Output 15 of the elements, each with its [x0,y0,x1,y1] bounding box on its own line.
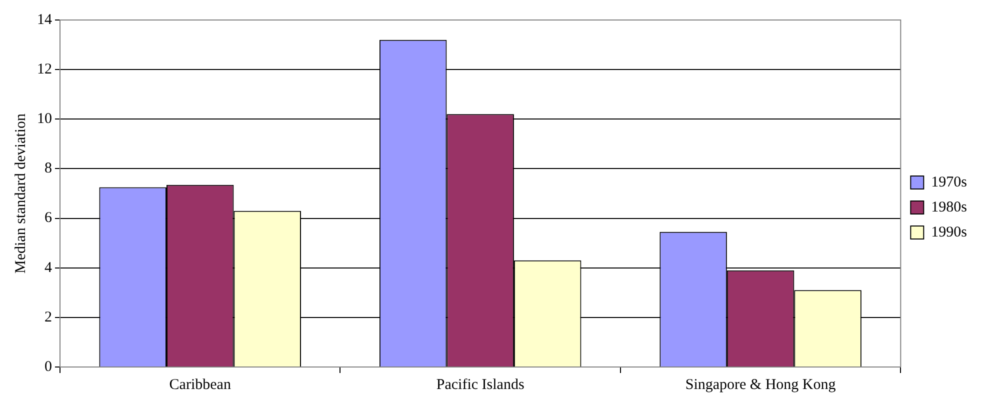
y-tick-label: 12 [37,62,52,78]
y-tick-label: 2 [44,309,52,326]
legend-label: 1970s [931,174,968,190]
x-tick-label: Singapore & Hong Kong [685,376,836,393]
x-tick-label: Pacific Islands [436,376,524,393]
y-tick-label: 8 [44,160,52,177]
y-tick-label: 0 [44,358,52,375]
y-tick-label: 10 [37,111,52,128]
y-tick-label: 6 [44,210,52,226]
x-tick-label: Caribbean [169,376,232,393]
legend-label: 1980s [931,199,968,216]
legend-label: 1990s [931,224,968,240]
y-axis-title: Median standard deviation [12,113,29,274]
y-tick-label: 14 [37,12,52,28]
y-tick-label: 4 [44,260,52,276]
